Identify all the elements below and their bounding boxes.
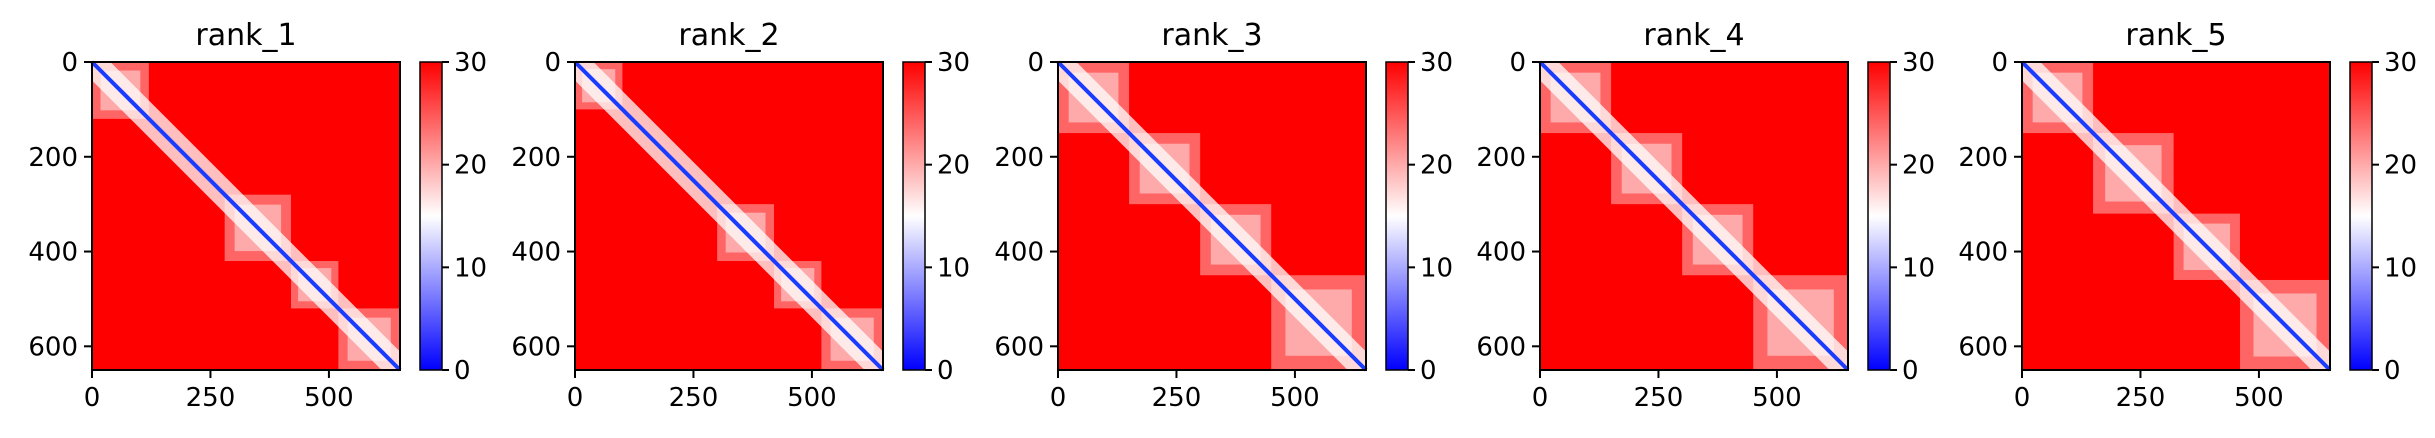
x-tick-label: 500 [1270,383,1320,413]
y-tick-label: 400 [28,238,78,268]
colorbar-tick-label: 0 [2384,356,2401,386]
panel-title: rank_1 [195,18,296,53]
colorbar-tick-label: 20 [454,151,487,181]
plot-frame [1057,61,1367,371]
colorbar [902,61,926,371]
colorbar-tick-label: 30 [454,48,487,78]
x-tick-label: 500 [1752,383,1802,413]
colorbar [2349,61,2373,371]
x-tick-label: 500 [787,383,837,413]
y-tick-label: 600 [1958,332,2008,362]
y-tick-label: 400 [1958,238,2008,268]
x-tick-label: 500 [2234,383,2284,413]
colorbar-tick-label: 20 [2384,151,2417,181]
y-tick-label: 200 [511,143,561,173]
y-tick-label: 0 [1509,48,1526,78]
diagonal-line [1538,60,1850,372]
colorbar-tick-label: 20 [1420,151,1453,181]
x-tick-label: 250 [2116,383,2166,413]
colorbar-tick-label: 0 [1420,356,1437,386]
plot-frame [2021,61,2331,371]
colorbar-tick-label: 10 [454,253,487,283]
diagonal-line [573,60,885,372]
y-tick-label: 400 [1476,238,1526,268]
colorbar-tick-label: 0 [454,356,471,386]
colorbar [1867,61,1891,371]
colorbar-tick-label: 0 [937,356,954,386]
y-tick-label: 600 [28,332,78,362]
x-tick-label: 250 [669,383,719,413]
y-tick-label: 0 [61,48,78,78]
y-tick-label: 600 [994,332,1044,362]
colorbar-tick-label: 20 [937,151,970,181]
y-tick-label: 200 [994,143,1044,173]
plot-frame [574,61,884,371]
colorbar-tick-label: 30 [1420,48,1453,78]
y-tick-label: 200 [1958,143,2008,173]
colorbar-tick-label: 10 [1420,253,1453,283]
x-tick-label: 0 [2014,383,2031,413]
diagonal-line [1056,60,1368,372]
x-tick-label: 0 [1532,383,1549,413]
colorbar-tick-label: 30 [937,48,970,78]
x-tick-label: 0 [84,383,101,413]
y-tick-label: 600 [511,332,561,362]
panel-title: rank_3 [1161,18,1262,53]
plot-frame [91,61,401,371]
x-tick-label: 500 [304,383,354,413]
y-tick-label: 400 [994,238,1044,268]
x-tick-label: 0 [1050,383,1067,413]
colorbar-tick-label: 0 [1902,356,1919,386]
colorbar-tick-label: 20 [1902,151,1935,181]
colorbar-tick-label: 10 [937,253,970,283]
diagonal-line [2020,60,2332,372]
panel-title: rank_2 [678,18,779,53]
panel-title: rank_5 [2125,18,2226,53]
y-tick-label: 200 [1476,143,1526,173]
colorbar [1385,61,1409,371]
panel-title: rank_4 [1643,18,1744,53]
colorbar-tick-label: 30 [2384,48,2417,78]
x-tick-label: 250 [1634,383,1684,413]
y-tick-label: 0 [1991,48,2008,78]
x-tick-label: 0 [567,383,584,413]
colorbar-tick-label: 30 [1902,48,1935,78]
diagonal-line [90,60,402,372]
y-tick-label: 600 [1476,332,1526,362]
y-tick-label: 0 [544,48,561,78]
colorbar-tick-label: 10 [1902,253,1935,283]
x-tick-label: 250 [1152,383,1202,413]
plot-frame [1539,61,1849,371]
y-tick-label: 0 [1027,48,1044,78]
x-tick-label: 250 [186,383,236,413]
colorbar [419,61,443,371]
colorbar-tick-label: 10 [2384,253,2417,283]
y-tick-label: 200 [28,143,78,173]
y-tick-label: 400 [511,238,561,268]
